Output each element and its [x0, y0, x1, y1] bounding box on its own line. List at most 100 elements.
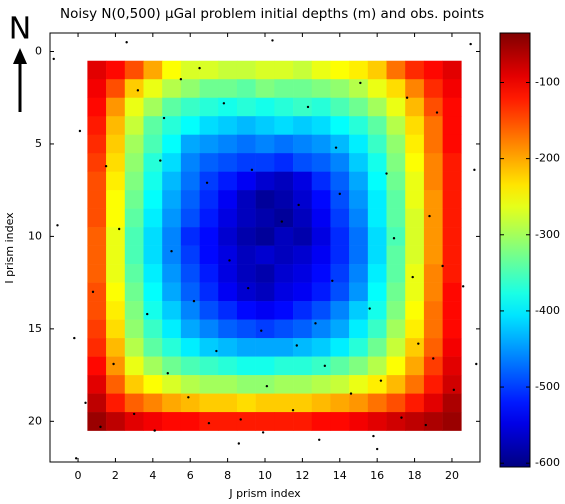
heat-cell	[124, 301, 144, 320]
heat-cell	[218, 227, 238, 246]
heat-cell	[199, 301, 219, 320]
heat-cell	[87, 301, 107, 320]
heat-cell	[293, 338, 313, 357]
heat-cell	[162, 79, 182, 99]
heat-cell	[106, 282, 126, 302]
heat-cell	[293, 264, 313, 283]
heat-cell	[180, 227, 200, 246]
heat-cell	[87, 245, 107, 265]
obs-point	[428, 214, 431, 218]
heat-cell	[236, 171, 256, 191]
heat-cell	[405, 153, 425, 172]
x-tick-label: 2	[112, 469, 119, 482]
heat-cell	[255, 116, 275, 136]
heat-cell	[423, 264, 443, 283]
heat-cell	[442, 356, 462, 376]
obs-point	[84, 401, 87, 405]
obs-point	[179, 78, 183, 81]
x-axis-label: J prism index	[228, 487, 301, 500]
heat-cell	[386, 97, 406, 117]
obs-point	[78, 129, 82, 133]
heat-cell	[349, 412, 369, 431]
heat-cell	[311, 79, 331, 99]
heat-cell	[349, 393, 369, 413]
obs-point	[104, 164, 108, 168]
x-tick-label: 14	[333, 469, 347, 482]
heat-cell	[162, 208, 182, 228]
heat-cell	[124, 190, 144, 209]
heat-cell	[386, 134, 406, 154]
heat-cell	[143, 190, 163, 209]
heat-cell	[124, 375, 144, 394]
obs-point	[91, 290, 95, 294]
obs-point	[52, 57, 55, 61]
obs-point	[452, 388, 456, 392]
heat-cell	[367, 171, 387, 191]
heat-cell	[162, 245, 182, 265]
heat-cell	[405, 301, 425, 320]
heat-cell	[199, 190, 219, 209]
x-tick-label: 4	[149, 469, 156, 482]
obs-point	[295, 344, 298, 347]
heat-cell	[274, 412, 294, 431]
heat-cell	[274, 338, 294, 357]
heat-cell	[87, 60, 107, 80]
heat-cell	[87, 375, 107, 394]
heat-cell	[236, 153, 256, 172]
heat-cell	[311, 338, 331, 357]
obs-point	[205, 181, 209, 184]
heat-cell	[255, 356, 275, 376]
heat-cell	[293, 134, 313, 154]
heat-cell	[405, 245, 425, 265]
obs-point	[265, 384, 269, 388]
heat-cell	[218, 301, 238, 320]
obs-point	[473, 168, 476, 172]
heat-cell	[274, 190, 294, 209]
heat-cell	[349, 282, 369, 302]
heat-cell	[423, 375, 443, 394]
heat-cell	[236, 264, 256, 283]
heat-cell	[106, 134, 126, 154]
heat-cell	[255, 301, 275, 320]
obs-point	[237, 442, 241, 445]
obs-point	[192, 299, 196, 303]
heat-cell	[442, 375, 462, 394]
heat-cell	[311, 412, 331, 431]
heat-cell	[423, 171, 443, 191]
heat-cell	[293, 282, 313, 302]
obs-point	[239, 418, 242, 421]
heat-cell	[349, 153, 369, 172]
heat-cell	[367, 356, 387, 376]
obs-point	[331, 279, 334, 282]
heat-cell	[423, 245, 443, 265]
heat-cell	[367, 245, 387, 265]
heat-cell	[274, 319, 294, 339]
heat-cell	[311, 153, 331, 172]
heat-cell	[124, 245, 144, 265]
heat-cell	[405, 190, 425, 209]
heat-cell	[255, 153, 275, 172]
heat-cell	[106, 301, 126, 320]
heat-cell	[143, 393, 163, 413]
heat-cell	[423, 301, 443, 320]
heat-cell	[218, 412, 238, 431]
heat-cell	[236, 393, 256, 413]
heat-cell	[349, 245, 369, 265]
heat-cell	[87, 153, 107, 172]
heat-cell	[367, 208, 387, 228]
heat-cell	[124, 116, 144, 136]
heat-cell	[311, 171, 331, 191]
heat-cell	[330, 245, 350, 265]
heat-cell	[386, 60, 406, 80]
heat-cell	[442, 171, 462, 191]
heat-cell	[405, 338, 425, 357]
heat-cell	[311, 116, 331, 136]
heat-cell	[218, 375, 238, 394]
heat-cell	[442, 412, 462, 431]
heat-cell	[162, 301, 182, 320]
heat-cell	[180, 338, 200, 357]
heat-cell	[423, 412, 443, 431]
heat-cell	[106, 245, 126, 265]
obs-point	[306, 105, 310, 109]
heat-cell	[311, 97, 331, 117]
